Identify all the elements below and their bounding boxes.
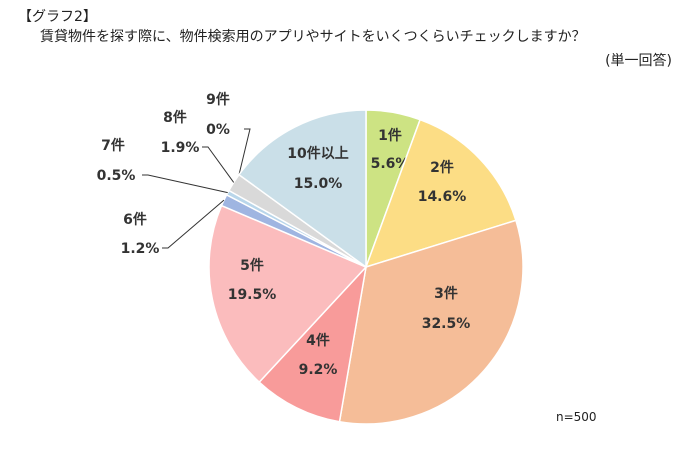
value-label: 0%	[206, 122, 230, 138]
value-label: 32.5%	[422, 316, 471, 332]
category-label: 10件以上	[287, 145, 348, 162]
chart-title: 賃貸物件を探す際に、物件検索用のアプリやサイトをいくつくらいチェックしますか？	[40, 29, 586, 45]
pie-slice-4	[258, 264, 368, 423]
pie-slice-5	[208, 204, 368, 384]
category-label: 4件	[306, 332, 330, 349]
category-label: 6件	[123, 211, 147, 228]
category-label: 2件	[430, 159, 454, 176]
value-label: 9.2%	[299, 362, 338, 378]
value-label: 14.6%	[418, 189, 467, 205]
pie-slice-2	[364, 118, 517, 269]
leader-line	[238, 128, 251, 175]
leader-line	[162, 199, 225, 249]
chart-subtitle: (単一回答)	[605, 53, 672, 69]
leader-line	[142, 174, 228, 194]
value-label: 1.9%	[161, 140, 200, 156]
category-label: 7件	[101, 137, 125, 154]
category-label: 8件	[163, 109, 187, 126]
value-label: 19.5%	[228, 287, 277, 303]
category-label: 5件	[240, 257, 264, 274]
value-label: 0.5%	[97, 168, 136, 184]
category-label: 3件	[434, 285, 458, 302]
category-label: 9件	[206, 91, 230, 108]
leader-line	[202, 146, 235, 183]
pie-slice-3	[338, 219, 524, 425]
value-label: 5.6%	[371, 156, 410, 172]
pie-slice-10	[237, 109, 367, 269]
value-label: 1.2%	[121, 241, 160, 257]
sample-size-note: n=500	[556, 410, 597, 424]
category-label: 1件	[378, 127, 402, 144]
chart-tag: 【グラフ2】	[18, 9, 97, 25]
value-label: 15.0%	[294, 176, 343, 192]
